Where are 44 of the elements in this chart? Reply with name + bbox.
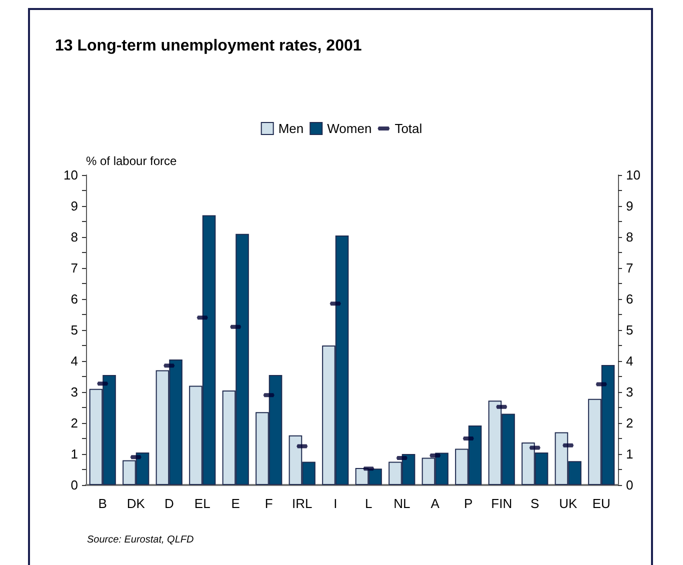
y-tick-label: 6 bbox=[70, 292, 78, 306]
x-tick-label: D bbox=[164, 496, 174, 511]
x-tick-label: P bbox=[464, 496, 473, 511]
y2-tick-label: 9 bbox=[626, 198, 634, 214]
y2-tick-label: 3 bbox=[626, 384, 634, 400]
x-tick-label: E bbox=[231, 496, 240, 511]
x-tick-label: NL bbox=[394, 496, 410, 511]
y2-tick-label: 2 bbox=[626, 416, 634, 430]
legend-label: Men bbox=[278, 121, 304, 136]
x-tick-label: S bbox=[530, 496, 540, 511]
y2-tick-label: 10 bbox=[626, 168, 640, 182]
legend-label: Women bbox=[327, 121, 372, 136]
x-tick-label: EU bbox=[592, 496, 610, 511]
y2-tick-label: 4 bbox=[626, 354, 634, 368]
y-axis-title: % of labour force bbox=[86, 154, 178, 168]
y2-tick-label: 5 bbox=[626, 322, 634, 338]
y-tick-label: 7 bbox=[70, 260, 78, 276]
x-tick-label: IRL bbox=[292, 496, 312, 511]
y-tick-label: 1 bbox=[70, 446, 78, 462]
x-tick-label: UK bbox=[559, 496, 578, 511]
y-tick-label: 8 bbox=[70, 230, 78, 244]
x-tick-label: FIN bbox=[491, 496, 512, 511]
x-tick-label: L bbox=[365, 496, 372, 511]
y2-tick-label: 7 bbox=[626, 260, 634, 276]
y-tick-label: 3 bbox=[70, 384, 78, 400]
x-tick-label: EL bbox=[194, 496, 210, 511]
x-tick-label: I bbox=[334, 496, 338, 511]
y-tick-label: 5 bbox=[70, 322, 78, 338]
y2-tick-label: 6 bbox=[626, 292, 634, 306]
x-tick-label: F bbox=[264, 496, 273, 511]
y-tick-label: 10 bbox=[64, 168, 78, 182]
chart-title: 13 Long-term unemployment rates, 2001 bbox=[55, 38, 362, 54]
y2-tick-label: 0 bbox=[626, 478, 634, 492]
x-tick-label: A bbox=[430, 496, 440, 511]
source-note: Source: Eurostat, QLFD bbox=[87, 534, 194, 546]
y-tick-label: 0 bbox=[70, 478, 78, 492]
legend-label: Total bbox=[394, 121, 422, 136]
y-tick-label: 9 bbox=[70, 198, 78, 214]
x-tick-label: B bbox=[98, 496, 107, 511]
x-tick-label: DK bbox=[126, 496, 146, 511]
y-tick-label: 2 bbox=[70, 416, 78, 430]
y-tick-label: 4 bbox=[70, 354, 78, 368]
y2-tick-label: 1 bbox=[626, 446, 634, 462]
y2-tick-label: 8 bbox=[626, 230, 634, 244]
